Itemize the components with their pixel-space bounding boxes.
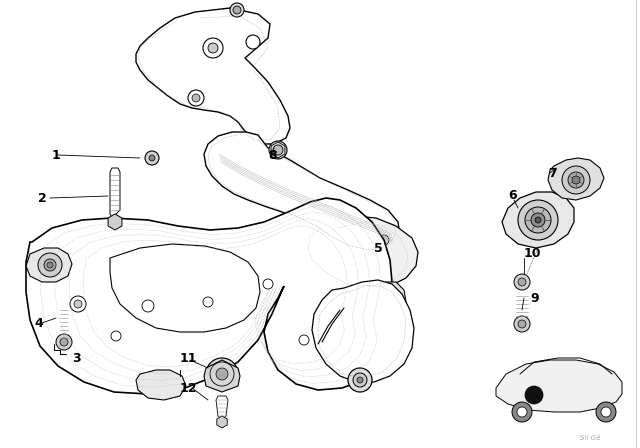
Circle shape	[299, 335, 309, 345]
Circle shape	[47, 262, 53, 268]
Circle shape	[378, 288, 398, 308]
Circle shape	[531, 213, 545, 227]
Circle shape	[512, 402, 532, 422]
Text: 8: 8	[268, 148, 276, 161]
Circle shape	[203, 297, 213, 307]
Circle shape	[208, 43, 218, 53]
Polygon shape	[496, 360, 622, 412]
Polygon shape	[312, 280, 414, 382]
Circle shape	[145, 151, 159, 165]
Circle shape	[212, 364, 232, 384]
Polygon shape	[136, 370, 186, 400]
Circle shape	[514, 316, 530, 332]
Circle shape	[203, 38, 223, 58]
Circle shape	[269, 141, 287, 159]
Circle shape	[601, 407, 611, 417]
Circle shape	[142, 300, 154, 312]
Circle shape	[568, 172, 584, 188]
Text: 2: 2	[38, 191, 47, 204]
Text: 3: 3	[72, 352, 81, 365]
Circle shape	[357, 377, 363, 383]
Text: 11: 11	[180, 352, 198, 365]
Text: Sil Gé: Sil Gé	[580, 435, 600, 441]
Text: 1: 1	[52, 148, 61, 161]
Polygon shape	[136, 8, 290, 144]
Polygon shape	[110, 244, 260, 332]
Circle shape	[217, 369, 227, 379]
Text: 12: 12	[180, 382, 198, 395]
Circle shape	[149, 155, 155, 161]
Polygon shape	[110, 168, 120, 218]
Circle shape	[353, 373, 367, 387]
Circle shape	[192, 94, 200, 102]
Polygon shape	[302, 216, 418, 290]
Circle shape	[562, 166, 590, 194]
Circle shape	[74, 300, 82, 308]
Text: 4: 4	[34, 316, 43, 329]
Polygon shape	[204, 360, 240, 392]
Circle shape	[216, 368, 228, 380]
Text: 10: 10	[524, 246, 541, 259]
Polygon shape	[502, 192, 574, 248]
Circle shape	[335, 267, 345, 277]
Circle shape	[111, 331, 121, 341]
Polygon shape	[217, 416, 227, 428]
Circle shape	[517, 407, 527, 417]
Circle shape	[525, 386, 543, 404]
Circle shape	[514, 274, 530, 290]
Text: 5: 5	[374, 241, 383, 254]
Circle shape	[44, 259, 56, 271]
Circle shape	[518, 200, 558, 240]
Circle shape	[525, 207, 551, 233]
Circle shape	[263, 279, 273, 289]
Polygon shape	[26, 198, 392, 394]
Circle shape	[518, 320, 526, 328]
Text: 7: 7	[548, 167, 557, 180]
Circle shape	[233, 6, 241, 14]
Text: 6: 6	[508, 189, 516, 202]
Circle shape	[246, 35, 260, 49]
Circle shape	[350, 246, 366, 262]
Polygon shape	[216, 396, 228, 420]
Text: 9: 9	[530, 292, 539, 305]
Circle shape	[206, 358, 238, 390]
Polygon shape	[204, 132, 400, 252]
Circle shape	[572, 176, 580, 184]
Circle shape	[56, 334, 72, 350]
Circle shape	[70, 296, 86, 312]
Circle shape	[348, 368, 372, 392]
Polygon shape	[108, 214, 122, 230]
Circle shape	[38, 253, 62, 277]
Circle shape	[535, 217, 541, 223]
Circle shape	[273, 145, 283, 155]
Polygon shape	[548, 158, 604, 200]
Polygon shape	[370, 282, 406, 316]
Polygon shape	[26, 248, 72, 282]
Circle shape	[188, 90, 204, 106]
Circle shape	[379, 235, 389, 245]
Circle shape	[596, 402, 616, 422]
Circle shape	[60, 338, 68, 346]
Circle shape	[518, 278, 526, 286]
Circle shape	[230, 3, 244, 17]
Circle shape	[383, 293, 393, 303]
